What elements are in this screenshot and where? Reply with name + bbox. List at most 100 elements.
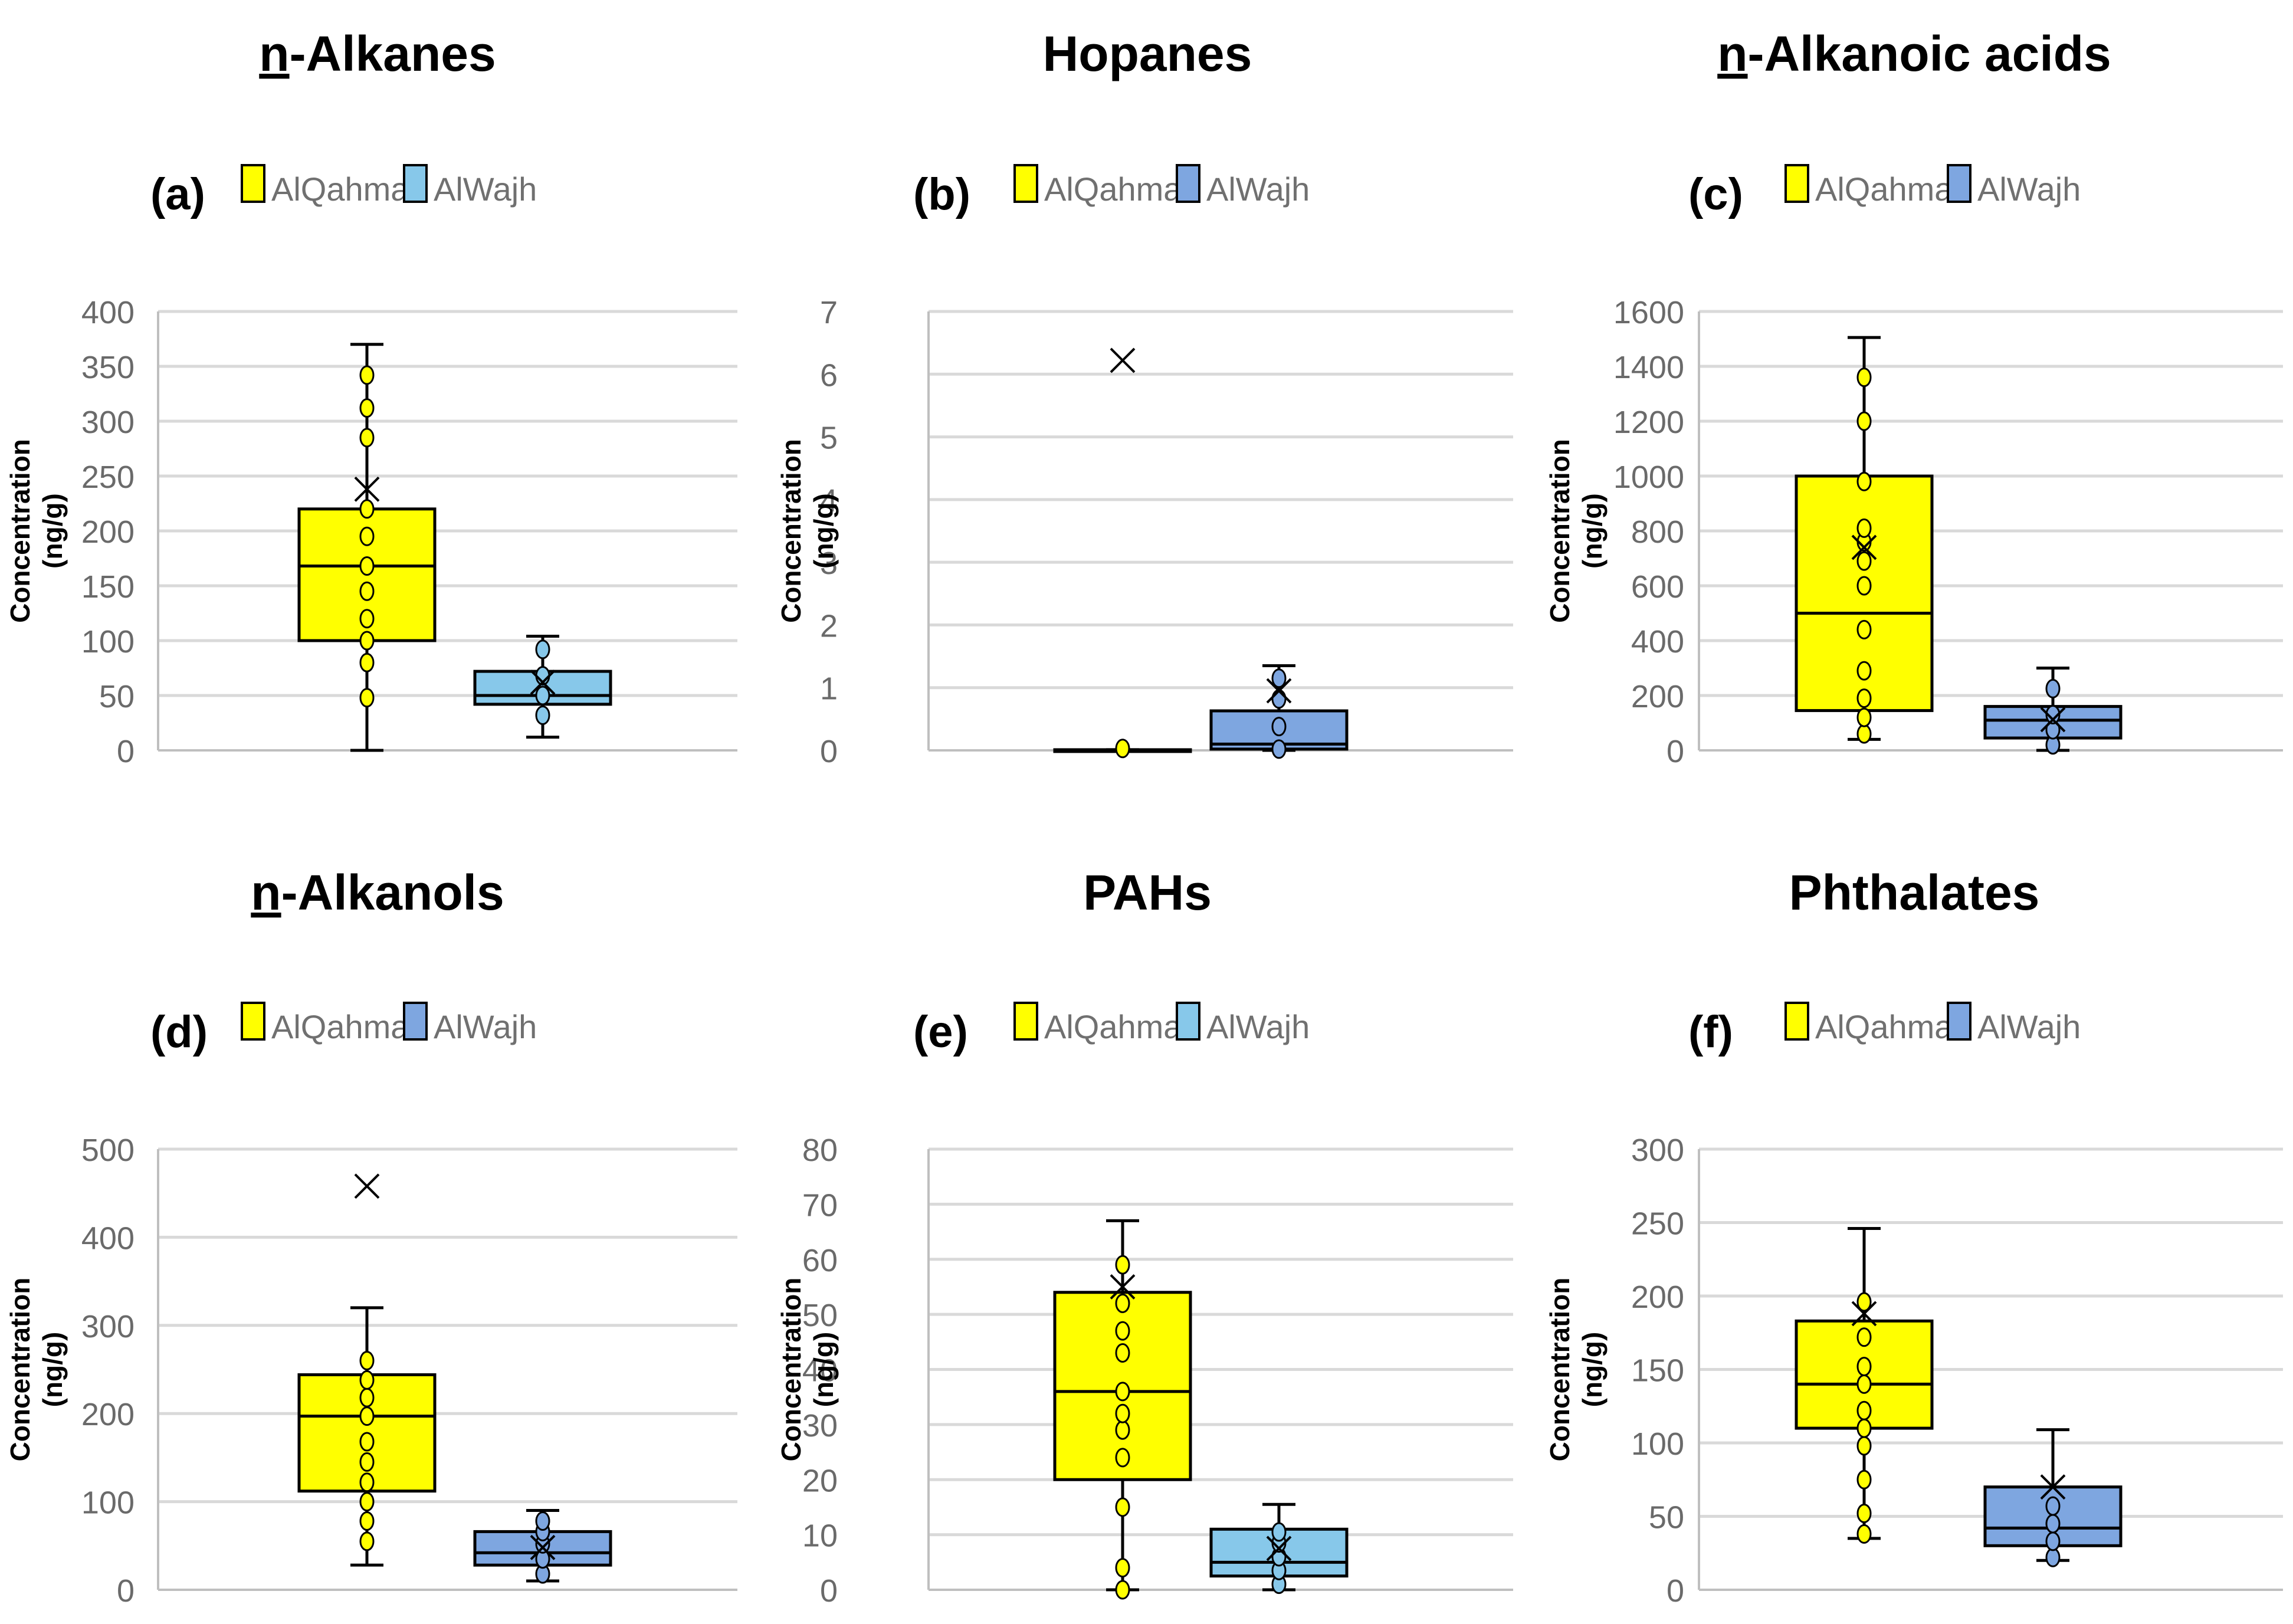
data-point [1115, 1580, 1130, 1600]
data-point [1856, 1357, 1872, 1377]
y-axis-label: Concentration [5, 439, 35, 623]
data-point [359, 631, 375, 651]
y-tick-label: 50 [802, 1298, 838, 1333]
data-point [359, 499, 375, 519]
mean-marker [530, 670, 556, 695]
legend-swatch-alqahma [241, 164, 265, 203]
y-tick-label: 70 [802, 1187, 838, 1223]
data-point [1856, 1524, 1872, 1544]
legend-swatch-alwajh [1947, 1002, 1971, 1041]
data-point [359, 1531, 375, 1551]
data-point [359, 688, 375, 708]
data-point [1271, 1522, 1287, 1542]
legend-swatch-alqahma [1013, 164, 1038, 203]
data-point [359, 1452, 375, 1472]
y-tick-label: 200 [81, 514, 135, 550]
chart-panel-c: n-Alkanoic acids (c) AlQahma AlWajh 0 200 400 6… [1544, 26, 2283, 769]
box-alwajh [473, 1509, 612, 1584]
mean-marker [2040, 707, 2066, 733]
data-point [1856, 661, 1872, 681]
mean-marker [530, 1534, 556, 1560]
data-point [1115, 1558, 1130, 1578]
mean-marker [1266, 678, 1292, 704]
data-point [1115, 1255, 1130, 1275]
panel-label: (d) [150, 1007, 208, 1057]
mean-marker [354, 476, 380, 502]
panel-label: (b) [913, 169, 970, 219]
y-tick-label: 0 [117, 1573, 135, 1609]
y-tick-label: 150 [81, 569, 135, 605]
data-point [359, 652, 375, 672]
data-point [359, 1511, 375, 1531]
y-tick-label: 100 [81, 624, 135, 660]
data-point [1856, 1418, 1872, 1438]
y-tick-label: 5 [820, 421, 838, 456]
chart-title: Phthalates [1789, 865, 2040, 920]
chart-panel-b: Hopanes (b) AlQahma AlWajh 0 1 2 3 4 5 6 7 Concentra… [776, 26, 1513, 769]
chart-title: PAHs [1083, 865, 1212, 920]
data-point [1856, 1400, 1872, 1420]
y-tick-label: 800 [1631, 514, 1684, 550]
panel-label: (e) [913, 1007, 968, 1057]
legend-label-alqahma: AlQahma [1044, 170, 1182, 208]
y-tick-label: 600 [1631, 569, 1684, 605]
legend-label-alqahma: AlQahma [271, 1008, 409, 1045]
y-axis-label: Concentration [776, 1278, 806, 1462]
data-point [1856, 1436, 1872, 1456]
chart-panel-d: n-Alkanols (d) AlQahma AlWajh 0 100 200 300 400 5… [5, 865, 737, 1609]
data-point [1856, 368, 1872, 388]
box-alqahma [297, 1173, 437, 1567]
y-tick-label: 400 [81, 1221, 135, 1256]
data-point [359, 1492, 375, 1512]
data-point [359, 1370, 375, 1390]
mean-marker [1110, 1274, 1136, 1300]
y-tick-label: 30 [802, 1408, 838, 1443]
y-tick-label: 0 [820, 1573, 838, 1609]
data-point [359, 398, 375, 418]
y-tick-label: 1200 [1613, 405, 1684, 440]
data-point [2045, 1514, 2061, 1534]
y-tick-label: 1600 [1613, 295, 1684, 330]
y-tick-label: 0 [820, 734, 838, 769]
legend-swatch-alwajh [1176, 164, 1200, 203]
panel-label: (f) [1688, 1007, 1733, 1057]
legend-label-alwajh: AlWajh [1977, 170, 2081, 208]
y-axis-label: Concentration [776, 439, 806, 623]
y-tick-label: 50 [1649, 1500, 1684, 1536]
chart-panel-e: PAHs (e) AlQahma AlWajh 0 10 20 30 40 50 60 70 80 Con… [776, 865, 1513, 1609]
y-tick-label: 50 [99, 679, 135, 714]
data-point [535, 639, 550, 660]
legend-swatch-alqahma [241, 1002, 265, 1041]
data-point [359, 609, 375, 629]
y-tick-label: 500 [81, 1133, 135, 1168]
legend-label-alwajh: AlWajh [434, 1008, 537, 1045]
data-point [1856, 411, 1872, 431]
legend-swatch-alwajh [1176, 1002, 1200, 1041]
y-tick-label: 7 [820, 295, 838, 330]
legend-label-alwajh: AlWajh [1206, 170, 1310, 208]
y-tick-label: 100 [1631, 1426, 1684, 1462]
data-point [1115, 1448, 1130, 1468]
y-tick-label: 200 [1631, 1279, 1684, 1315]
legend-label-alwajh: AlWajh [1206, 1008, 1310, 1045]
title-prefix: n [251, 865, 281, 920]
data-point [1856, 619, 1872, 639]
y-tick-label: 250 [1631, 1206, 1684, 1242]
data-point [359, 556, 375, 576]
y-tick-label: 100 [81, 1485, 135, 1521]
y-tick-label: 250 [81, 460, 135, 495]
data-point [1271, 668, 1287, 688]
data-point [1856, 724, 1872, 744]
legend-label-alwajh: AlWajh [434, 170, 537, 208]
legend-swatch-alwajh [403, 164, 428, 203]
y-tick-label: 20 [802, 1463, 838, 1498]
mean-marker [1266, 1536, 1292, 1561]
data-point [359, 365, 375, 385]
y-tick-label: 10 [802, 1518, 838, 1554]
mean-marker [2040, 1474, 2066, 1500]
box-alwajh [1983, 667, 2123, 755]
title-rest: Phthalates [1789, 865, 2040, 920]
box-alqahma [1053, 1219, 1192, 1600]
title-rest: -Alkanoic acids [1748, 26, 2111, 81]
